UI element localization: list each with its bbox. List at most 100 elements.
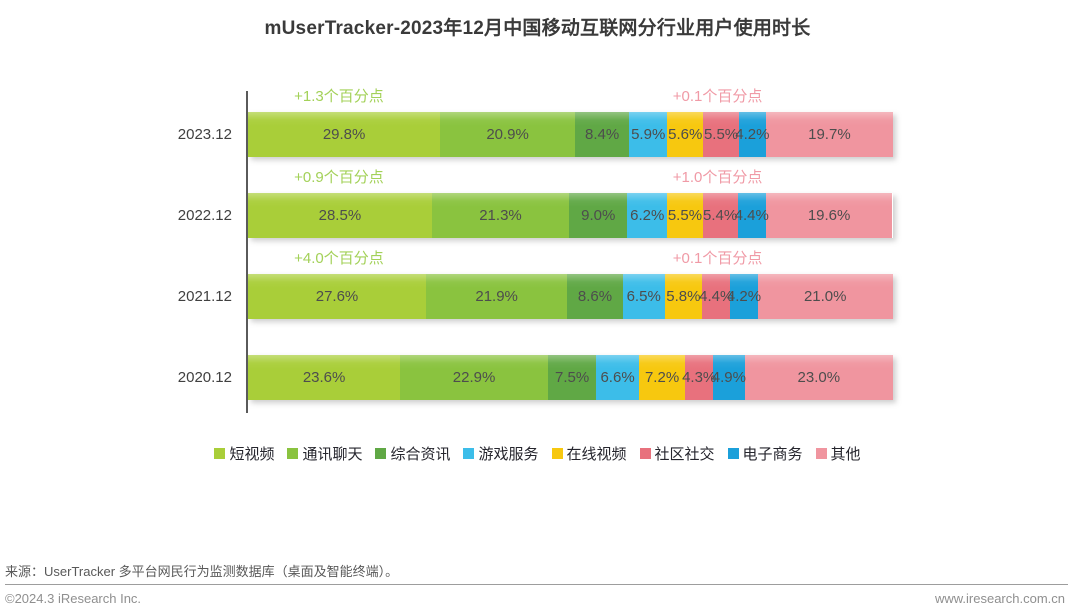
legend-label: 综合资讯 — [390, 446, 451, 463]
segment-value-label: 6.6% — [600, 369, 635, 386]
chart-title: mUserTracker-2023年12月中国移动互联网分行业用户使用时长 — [264, 18, 811, 39]
segment-value-label: 4.3% — [682, 369, 717, 386]
stacked-bar-row: 28.5% 21.3% 9.0% 6.2% 5.5% 5.4% 4.4% 19.6% — [248, 193, 893, 238]
bar-segment-其他: 19.7% — [765, 112, 893, 157]
segment-value-label: 5.5% — [703, 126, 739, 143]
source-note: 来源：UserTracker 多平台网民行为监测数据库（桌面及智能终端）。 — [5, 564, 399, 579]
bar-segment-综合资讯: 9.0% — [569, 193, 628, 238]
row-label: 2023.12 — [177, 126, 232, 143]
bar-segment-短视频: 23.6% — [248, 355, 401, 400]
legend-item-综合资讯: 综合资讯 — [375, 443, 450, 464]
legend-item-其他: 其他 — [815, 443, 861, 464]
legend-label: 其他 — [830, 446, 861, 463]
stacked-bar-row: 23.6% 22.9% 7.5% 6.6% 7.2% 4.3% 4.9% 23.0% — [248, 355, 893, 400]
segment-value-label: 5.4% — [703, 207, 738, 224]
segment-value-label: 21.0% — [803, 288, 847, 305]
website-text: www.iresearch.com.cn — [934, 591, 1065, 606]
bar-segment-其他: 19.6% — [765, 193, 893, 238]
legend-item-短视频: 短视频 — [214, 443, 274, 464]
bar-segment-社区社交: 4.4% — [699, 274, 733, 319]
bar-segment-短视频: 28.5% — [248, 193, 432, 238]
legend-label: 电子商务 — [742, 446, 803, 463]
bar-segment-通讯聊天: 21.3% — [431, 193, 570, 238]
segment-value-label: 21.9% — [475, 288, 518, 305]
bar-segment-通讯聊天: 22.9% — [400, 355, 548, 400]
segment-value-label: 20.9% — [486, 126, 529, 143]
row-label: 2022.12 — [177, 207, 232, 224]
annotation-change-left: +4.0个百分点 — [294, 250, 384, 267]
bar-segment-社区社交: 5.4% — [702, 193, 738, 238]
bar-segment-通讯聊天: 20.9% — [440, 112, 575, 157]
segment-value-label: 8.4% — [584, 126, 620, 143]
bar-segment-综合资讯: 8.6% — [567, 274, 623, 319]
bar-segment-在线视频: 5.6% — [667, 112, 704, 157]
legend-item-游戏服务: 游戏服务 — [463, 443, 539, 464]
legend-label: 短视频 — [229, 446, 275, 463]
row-label: 2021.12 — [177, 288, 232, 305]
segment-value-label: 7.2% — [644, 369, 680, 386]
segment-value-label: 4.2% — [726, 288, 762, 305]
segment-value-label: 23.6% — [302, 369, 346, 386]
bar-segment-电子商务: 4.2% — [727, 274, 761, 319]
segment-value-label: 29.8% — [322, 126, 366, 143]
row-label: 2020.12 — [177, 369, 232, 386]
bar-segment-通讯聊天: 21.9% — [426, 274, 568, 319]
legend-item-电子商务: 电子商务 — [727, 443, 803, 464]
segment-value-label: 5.6% — [668, 126, 703, 143]
legend-swatch — [375, 448, 387, 459]
segment-value-label: 5.5% — [667, 207, 703, 224]
segment-value-label: 28.5% — [318, 207, 362, 224]
legend-label: 游戏服务 — [478, 446, 539, 463]
annotation-change-left: +0.9个百分点 — [294, 169, 384, 186]
y-axis-line — [246, 91, 248, 413]
bar-segment-在线视频: 5.8% — [664, 274, 703, 319]
annotation-change-right: +1.0个百分点 — [672, 169, 763, 186]
bar-segment-游戏服务: 5.9% — [629, 112, 668, 157]
legend-swatch — [639, 448, 651, 459]
bar-segment-游戏服务: 6.6% — [596, 355, 639, 400]
bar-segment-短视频: 27.6% — [248, 274, 427, 319]
segment-value-label: 6.5% — [626, 288, 661, 305]
legend-swatch — [727, 448, 739, 459]
copyright-text: ©2024.3 iResearch Inc. — [5, 591, 142, 606]
stacked-bar-row: 29.8% 20.9% 8.4% 5.9% 5.6% 5.5% 4.2% 19.7% — [248, 112, 893, 157]
segment-value-label: 4.9% — [711, 369, 746, 386]
segment-value-label: 19.7% — [808, 126, 851, 143]
bar-segment-社区社交: 5.5% — [703, 112, 739, 157]
annotation-change-right: +0.1个百分点 — [672, 250, 763, 267]
legend-swatch — [287, 448, 299, 459]
segment-value-label: 9.0% — [581, 207, 616, 224]
segment-value-label: 8.6% — [577, 288, 613, 305]
bar-segment-电子商务: 4.4% — [734, 193, 769, 238]
legend-label: 在线视频 — [566, 446, 627, 463]
segment-value-label: 22.9% — [452, 369, 496, 386]
annotation-change-right: +0.1个百分点 — [672, 88, 763, 105]
bar-segment-综合资讯: 8.4% — [575, 112, 630, 157]
bar-segment-电子商务: 4.2% — [735, 112, 769, 157]
bar-segment-游戏服务: 6.5% — [622, 274, 665, 319]
segment-value-label: 27.6% — [315, 288, 359, 305]
bar-segment-综合资讯: 7.5% — [547, 355, 597, 400]
bar-segment-其他: 21.0% — [757, 274, 893, 319]
bar-segment-在线视频: 7.2% — [638, 355, 686, 400]
legend-swatch — [463, 448, 475, 459]
bar-segment-游戏服务: 6.2% — [627, 193, 668, 238]
legend-label: 社区社交 — [654, 446, 715, 463]
footer-divider — [5, 584, 1068, 585]
segment-value-label: 19.6% — [807, 207, 851, 224]
legend-swatch — [815, 448, 827, 459]
segment-value-label: 5.9% — [631, 126, 666, 143]
annotation-change-left: +1.3个百分点 — [294, 88, 384, 105]
segment-value-label: 7.5% — [555, 369, 590, 386]
bar-segment-在线视频: 5.5% — [667, 193, 703, 238]
legend-item-社区社交: 社区社交 — [639, 443, 715, 464]
legend-swatch — [214, 448, 226, 459]
segment-value-label: 5.8% — [666, 288, 701, 305]
legend-item-通讯聊天: 通讯聊天 — [287, 443, 362, 464]
stacked-bar-row: 27.6% 21.9% 8.6% 6.5% 5.8% 4.4% 4.2% 21.0% — [248, 274, 893, 319]
legend-label: 通讯聊天 — [302, 446, 363, 463]
bar-segment-其他: 23.0% — [744, 355, 893, 400]
legend: 短视频 通讯聊天 综合资讯 游戏服务 在线视频 社区社交 电子商务 其他 — [0, 443, 1075, 464]
segment-value-label: 4.4% — [734, 207, 769, 224]
